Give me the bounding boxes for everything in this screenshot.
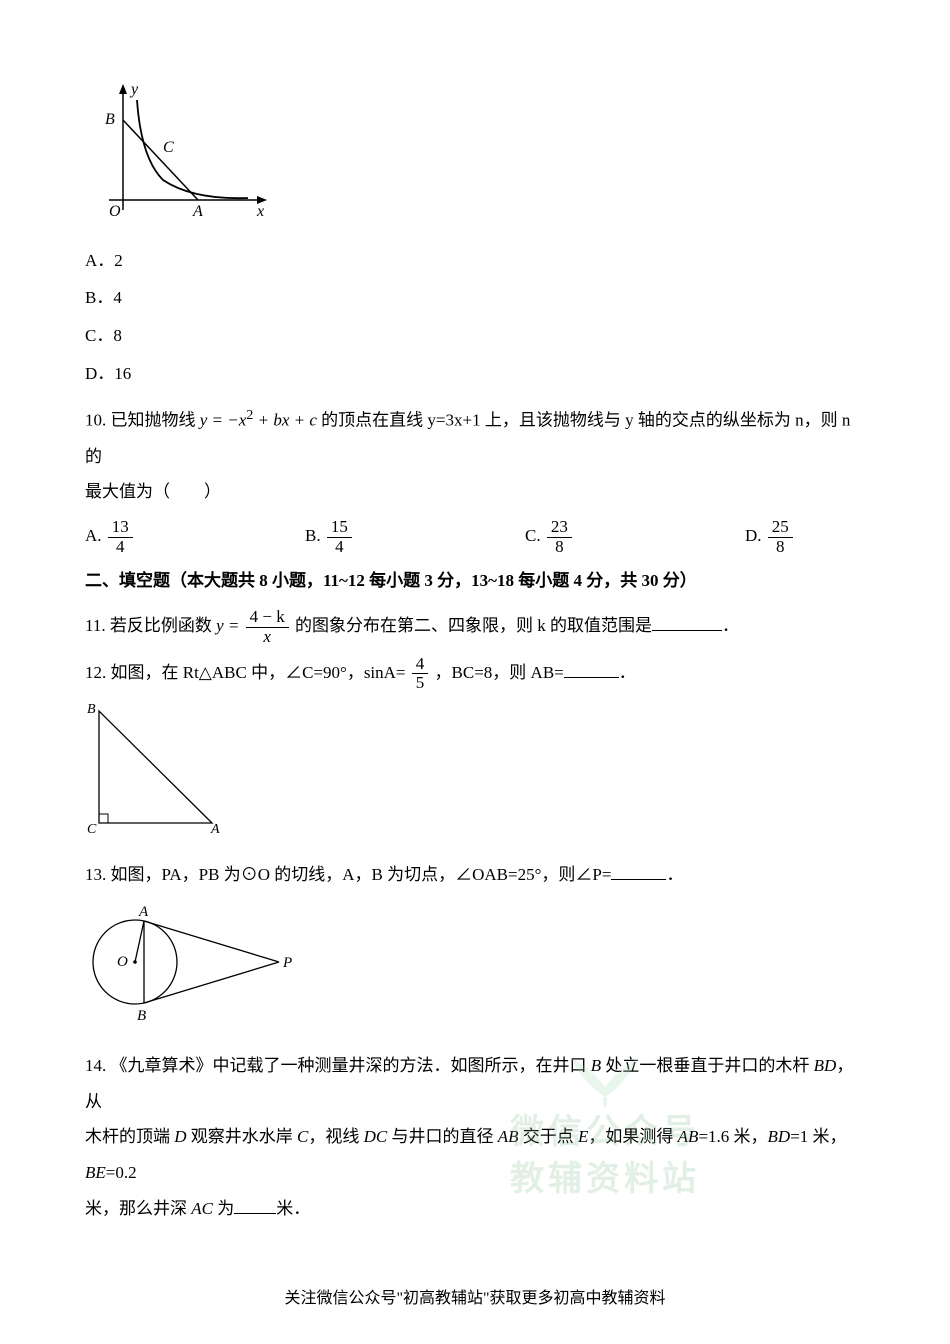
q10-option-b: B. 154 [305, 518, 525, 556]
q10-text-1: 10. 已知抛物线 [85, 411, 200, 430]
q9-option-d: D．16 [85, 356, 865, 392]
label-x: x [256, 203, 264, 220]
label-O: O [109, 203, 121, 220]
q13-blank [611, 863, 666, 880]
svg-text:P: P [282, 955, 292, 971]
q10-options: A. 134 B. 154 C. 238 D. 258 [85, 518, 865, 556]
label-y: y [129, 81, 139, 98]
q12: 12. 如图，在 Rt△ABC 中，∠C=90°，sinA= 45 ，BC=8，… [85, 655, 865, 693]
q9-option-a: A．2 [85, 243, 865, 279]
q14: 14. 《九章算术》中记载了一种测量井深的方法．如图所示，在井口 B 处立一根垂… [85, 1048, 865, 1226]
q13: 13. 如图，PA，PB 为⊙O 的切线，A，B 为切点，∠OAB=25°，则∠… [85, 857, 865, 893]
q11: 11. 若反比例函数 y = 4 − kx 的图象分布在第二、四象限，则 k 的… [85, 608, 865, 646]
section-2-header: 二、填空题（本大题共 8 小题，11~12 每小题 3 分，13~18 每小题 … [85, 563, 865, 599]
q10-formula-rest: + bx + c [253, 411, 317, 430]
q9-option-c: C．8 [85, 318, 865, 354]
q9-diagram: y B C O A x [93, 80, 865, 233]
svg-text:A: A [210, 822, 220, 836]
svg-text:B: B [87, 702, 96, 717]
label-B: B [105, 111, 115, 128]
q12-blank [564, 661, 619, 678]
svg-text:O: O [117, 954, 128, 970]
q12-diagram: B C A [87, 701, 865, 849]
svg-text:A: A [138, 904, 149, 920]
q9-options: A．2 B．4 C．8 D．16 [85, 243, 865, 392]
q9-option-b: B．4 [85, 280, 865, 316]
q13-diagram: A O P B [87, 900, 865, 1038]
q10-option-d: D. 258 [745, 518, 845, 556]
svg-text:C: C [87, 822, 97, 836]
label-C: C [163, 139, 174, 156]
q10-formula-lhs: y = −x [200, 411, 247, 430]
q10-option-a: A. 134 [85, 518, 305, 556]
q11-blank [652, 614, 722, 631]
q10: 10. 已知抛物线 y = −x2 + bx + c 的顶点在直线 y=3x+1… [85, 401, 865, 510]
q10-line2: 最大值为（ ） [85, 474, 865, 510]
q14-blank [234, 1197, 276, 1214]
footer-text: 关注微信公众号"初高教辅站"获取更多初高中教辅资料 [0, 1282, 950, 1316]
q10-option-c: C. 238 [525, 518, 745, 556]
svg-text:B: B [137, 1008, 146, 1024]
label-A: A [192, 203, 203, 220]
